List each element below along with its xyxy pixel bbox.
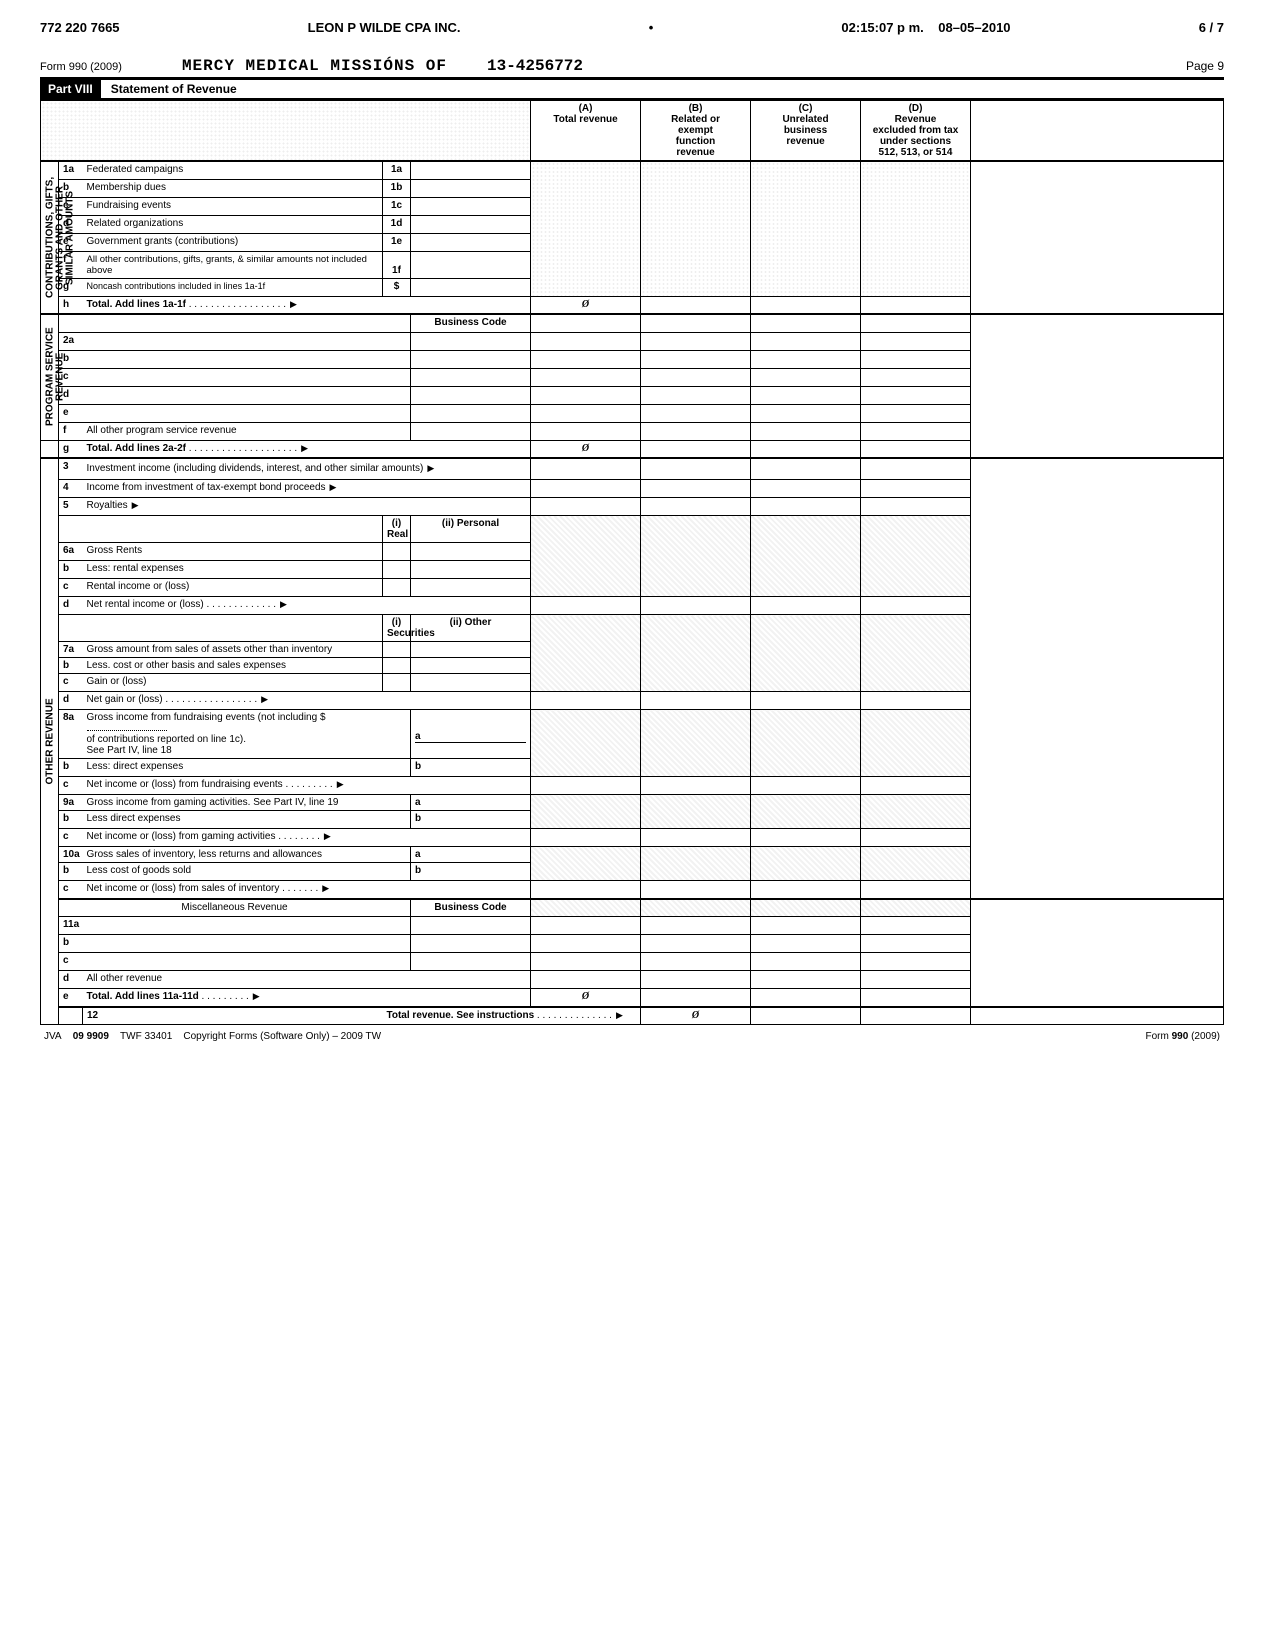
col-securities: (i) Securities [383, 615, 411, 642]
org-ein: 13-4256772 [487, 57, 583, 75]
fax-page: 6 / 7 [1199, 20, 1224, 35]
line-8b: Less: direct expenses [83, 759, 411, 777]
side-program: PROGRAM SERVICE REVENUE [41, 314, 59, 440]
fax-bullet: • [649, 20, 654, 35]
box-1a: 1a [383, 161, 411, 179]
line-1c: Fundraising events [83, 197, 383, 215]
line-10c: Net income or (loss) from sales of inven… [83, 881, 531, 899]
org-name: MERCY MEDICAL MISSIÓNS OF [182, 57, 447, 75]
line-1e: Government grants (contributions) [83, 233, 383, 251]
line-4: Income from investment of tax-exempt bon… [83, 480, 531, 498]
total-12-phi: Ø [641, 1007, 751, 1025]
dollar-sign: $ [383, 278, 411, 296]
line-1b: Membership dues [83, 179, 383, 197]
fax-date: 08–05–2010 [938, 20, 1010, 35]
fax-time: 02:15:07 p m. [841, 20, 923, 35]
part-tab: Part VIII [40, 80, 101, 98]
line-6a: Gross Rents [83, 543, 383, 561]
col-personal: (ii) Personal [411, 516, 531, 543]
line-11e: Total. Add lines 11a-11d . . . . . . . .… [83, 989, 531, 1007]
line-1g: Noncash contributions included in lines … [83, 278, 383, 296]
line-7c: Gain or (loss) [83, 674, 383, 692]
line-5: Royalties [83, 498, 531, 516]
line-10a: Gross sales of inventory, less returns a… [83, 847, 411, 863]
side-other: OTHER REVENUE [41, 458, 59, 1025]
total-11e-phi: Ø [531, 989, 641, 1007]
business-code-header: Business Code [411, 314, 531, 332]
revenue-table: (A) Total revenue (B) Related or exempt … [40, 100, 1224, 1025]
col-b: (B) Related or exempt function revenue [641, 101, 751, 162]
line-7a: Gross amount from sales of assets other … [83, 642, 383, 658]
line-8a: Gross income from fundraising events (no… [83, 710, 411, 759]
total-1h-phi: Ø [531, 296, 641, 314]
line-7b: Less. cost or other basis and sales expe… [83, 658, 383, 674]
line-1a-num: 1a [59, 161, 83, 179]
line-9c: Net income or (loss) from gaming activit… [83, 829, 531, 847]
line-1h: Total. Add lines 1a-1f . . . . . . . . .… [83, 296, 531, 314]
line-1a: Federated campaigns [83, 161, 383, 179]
line-2f: All other program service revenue [83, 422, 411, 440]
line-9a: Gross income from gaming activities. See… [83, 795, 411, 811]
line-8c: Net income or (loss) from fundraising ev… [83, 777, 531, 795]
col-d: (D) Revenue excluded from tax under sect… [861, 101, 971, 162]
line-6d: Net rental income or (loss) . . . . . . … [83, 597, 531, 615]
page-number: Page 9 [1186, 59, 1224, 73]
line-10b: Less cost of goods sold [83, 863, 411, 881]
line-12: Total revenue. See instructions . . . . … [383, 1007, 641, 1025]
line-6c: Rental income or (loss) [83, 579, 383, 597]
footer-twf: TWF 33401 [120, 1031, 172, 1042]
page-footer: JVA 09 9909 TWF 33401 Copyright Forms (S… [40, 1031, 1224, 1042]
form-header-line: Form 990 (2009) MERCY MEDICAL MISSIÓNS O… [40, 55, 1224, 78]
side-contributions: CONTRIBUTIONS, GIFTS, GRANTS AND OTHER S… [41, 161, 59, 314]
line-3: Investment income (including dividends, … [83, 458, 531, 480]
fax-from-num: 772 220 7665 [40, 20, 120, 35]
footer-code: 09 9909 [73, 1031, 109, 1042]
col-real: (i) Real [383, 516, 411, 543]
misc-revenue-header: Miscellaneous Revenue [59, 899, 411, 917]
part-bar: Part VIII Statement of Revenue [40, 78, 1224, 100]
part-title: Statement of Revenue [101, 82, 237, 96]
form-number: Form 990 (2009) [40, 61, 122, 73]
footer-form: Form 990 (2009) [1146, 1031, 1220, 1042]
fax-header: 772 220 7665 LEON P WILDE CPA INC. • 02:… [40, 20, 1224, 35]
col-a: (A) Total revenue [531, 101, 641, 162]
footer-jva: JVA [44, 1031, 62, 1042]
line-1d: Related organizations [83, 215, 383, 233]
fax-from-name: LEON P WILDE CPA INC. [308, 20, 461, 35]
line-9b: Less direct expenses [83, 811, 411, 829]
line-1f: All other contributions, gifts, grants, … [83, 251, 383, 278]
footer-copyright: Copyright Forms (Software Only) – 2009 T… [183, 1031, 381, 1042]
line-11d: All other revenue [83, 971, 531, 989]
line-6b: Less: rental expenses [83, 561, 383, 579]
line-7d: Net gain or (loss) . . . . . . . . . . .… [83, 692, 531, 710]
business-code-header-2: Business Code [411, 899, 531, 917]
total-2g-phi: Ø [531, 440, 641, 458]
line-2g: Total. Add lines 2a-2f . . . . . . . . .… [83, 440, 531, 458]
col-c: (C) Unrelated business revenue [751, 101, 861, 162]
